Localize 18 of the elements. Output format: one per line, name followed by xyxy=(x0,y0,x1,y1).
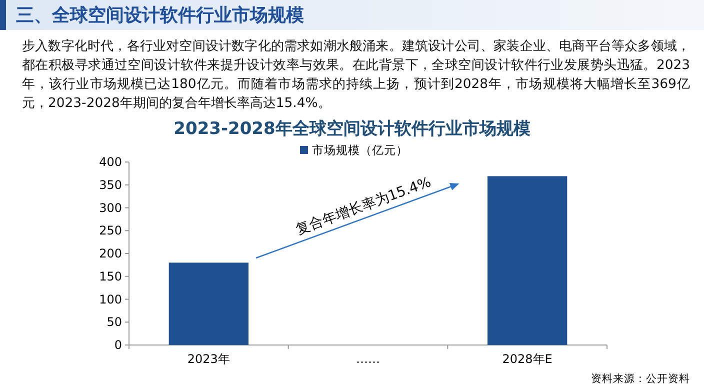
text: 资料来源：公开资料 xyxy=(591,372,690,385)
y-tick-label: 150 xyxy=(99,269,122,284)
x-tick-label: 2028年E xyxy=(502,352,552,366)
annotation: 复合年增长率为15.4% xyxy=(294,174,434,238)
y-tick-label: 350 xyxy=(99,178,122,192)
y-tick-label: 400 xyxy=(99,155,122,169)
y-tick-label: 100 xyxy=(99,292,122,306)
y-tick-label: 50 xyxy=(106,315,122,330)
y-tick-label: 200 xyxy=(99,246,122,260)
x-tick-label: 2023年 xyxy=(187,352,230,366)
x-tick-label: …… xyxy=(356,352,380,366)
chart-title: 2023-2028年全球空间设计软件行业市场规模 xyxy=(174,119,530,139)
text: 三、全球空间设计软件行业市场规模 xyxy=(16,4,304,27)
y-tick-label: 0 xyxy=(114,338,122,352)
y-tick-label: 300 xyxy=(99,200,122,215)
text: 步入数字化时代，各行业对空间设计数字化的需求如潮水般涌来。建筑设计公司、家装企业、电商平台等众多领域，都在积极寻求通过空间设计软件来提升设计效率与效果。在此背景下，全球空间设计软件行业发展势头迅猛。2023年，该行业市场规模已达180亿元。而随着市场需求的持续上扬，预计到2028年，市场规模将大幅增长至369亿元，2023-2028年期间的复合年增长率高达15.4%。 xyxy=(22,38,690,113)
y-tick-label: 250 xyxy=(99,224,122,238)
legend-label: 市场规模（亿元） xyxy=(312,143,408,157)
